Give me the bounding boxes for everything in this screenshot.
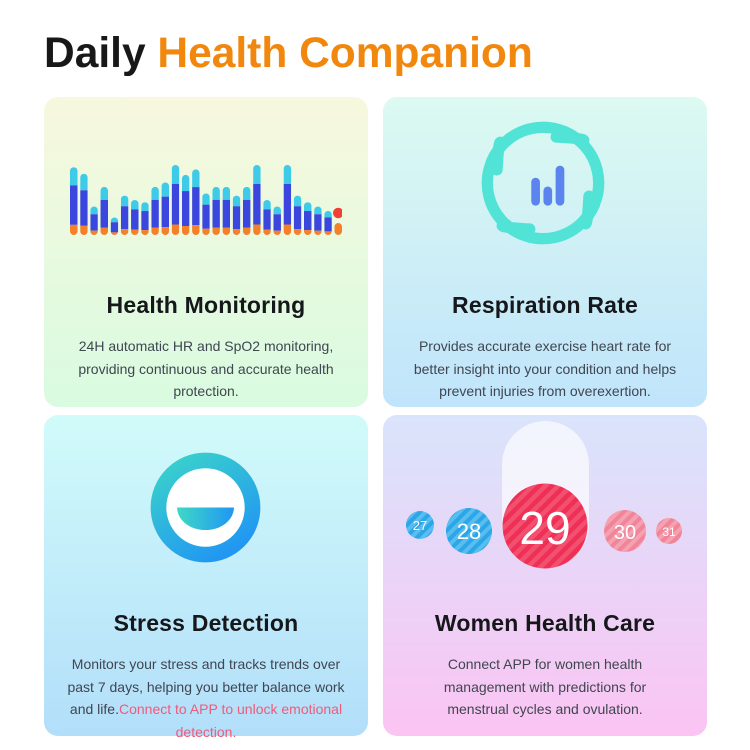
svg-text:29: 29 <box>519 502 570 554</box>
svg-text:30: 30 <box>614 522 636 544</box>
svg-text:27: 27 <box>413 518 427 533</box>
svg-text:31: 31 <box>662 525 676 539</box>
svg-text:28: 28 <box>457 519 481 544</box>
